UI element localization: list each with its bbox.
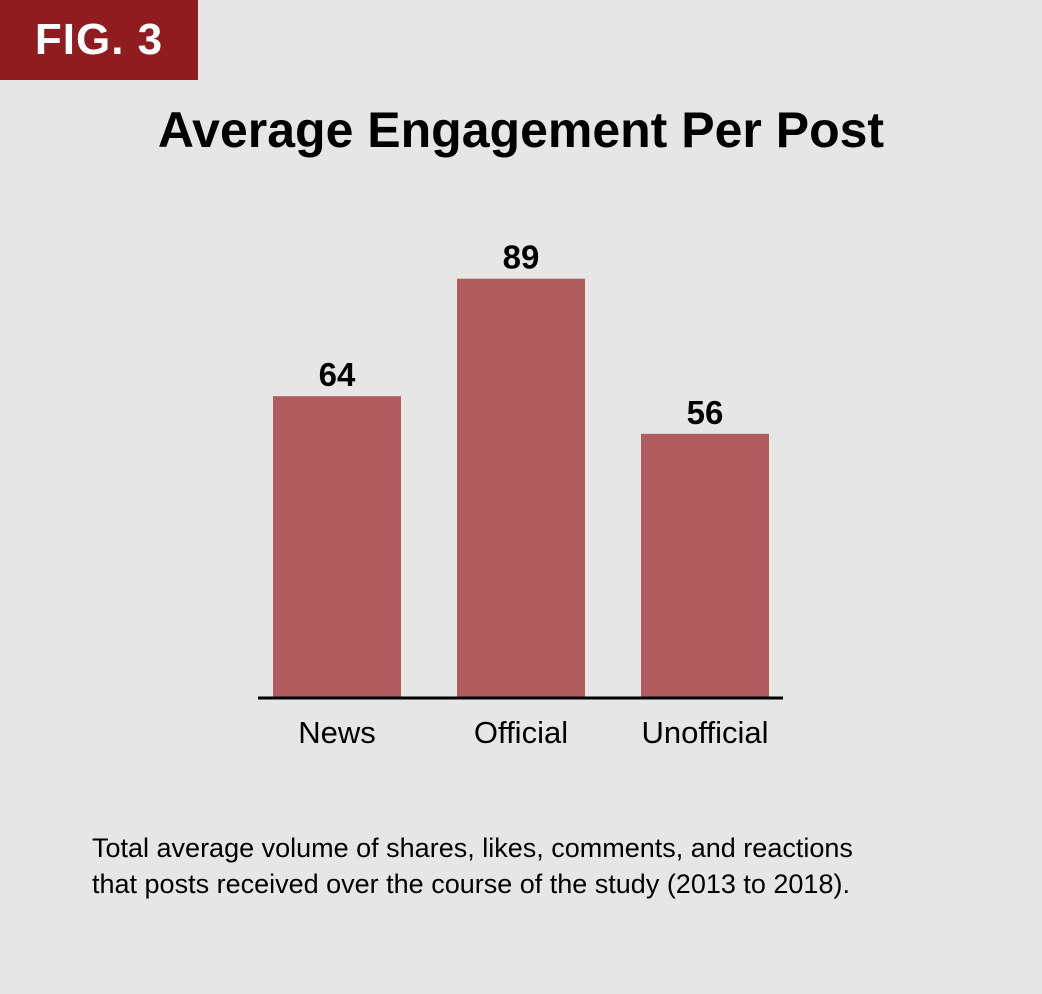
tick-labels-group: News Official Unofficial xyxy=(298,715,768,750)
bar-official xyxy=(457,278,585,697)
caption-line-1: Total average volume of shares, likes, c… xyxy=(92,833,853,863)
figure-label-text: FIG. 3 xyxy=(34,15,164,64)
bar-unofficial xyxy=(641,433,769,697)
chart-title: Average Engagement Per Post xyxy=(157,102,885,158)
x-tick-label-news: News xyxy=(298,715,376,750)
chart-caption: Total average volume of shares, likes, c… xyxy=(92,830,992,902)
x-tick-label-unofficial: Unofficial xyxy=(642,715,769,750)
caption-line-2: that posts received over the course of t… xyxy=(92,869,850,899)
x-tick-label-official: Official xyxy=(474,715,568,750)
value-label-news: 64 xyxy=(319,356,356,393)
value-label-unofficial: 56 xyxy=(687,394,724,431)
figure-label-badge: FIG. 3 xyxy=(0,0,198,80)
value-labels-group: 64 89 56 xyxy=(319,239,724,431)
bar-news xyxy=(273,396,401,697)
value-label-official: 89 xyxy=(503,239,540,276)
bars-group xyxy=(273,278,769,697)
